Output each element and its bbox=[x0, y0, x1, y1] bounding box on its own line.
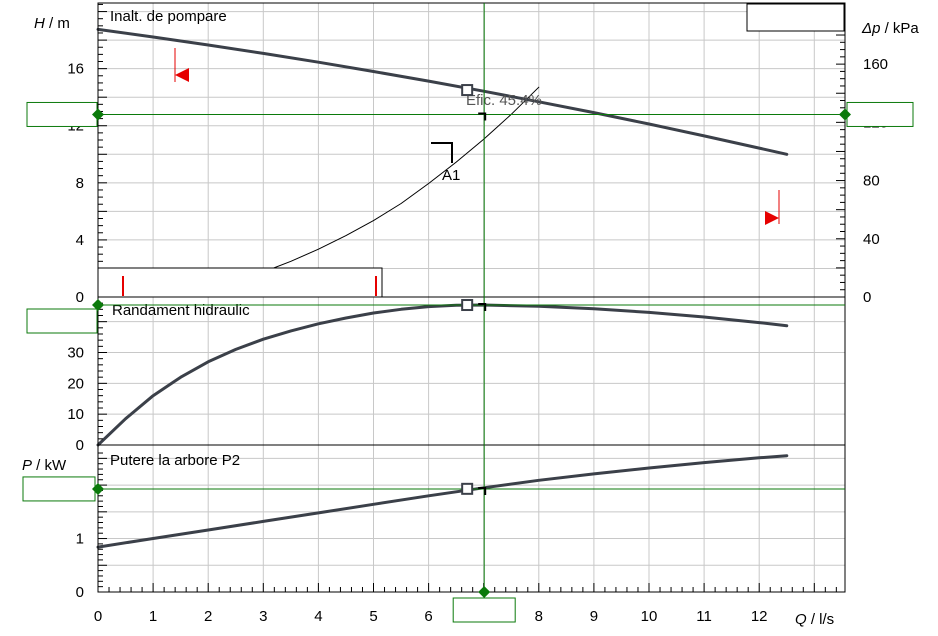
x-tick-label: 11 bbox=[696, 608, 712, 625]
head-tick-label: 4 bbox=[76, 232, 84, 249]
head-box bbox=[26, 101, 98, 127]
pressure-tick-label: 160 bbox=[863, 56, 888, 73]
panel-title-power: Putere la arbore P2 bbox=[110, 452, 240, 469]
head-axis-label: H / m bbox=[34, 15, 70, 32]
efficiency-tick-label: 0 bbox=[76, 437, 84, 454]
range-start-arrow bbox=[175, 68, 189, 82]
x-tick-label: 4 bbox=[314, 608, 322, 625]
overlay bbox=[22, 3, 914, 623]
best-efficiency-square bbox=[461, 482, 474, 495]
head-tick-label: 8 bbox=[76, 175, 84, 192]
operating-point-corner bbox=[478, 112, 487, 121]
x-tick-label: 1 bbox=[149, 608, 157, 625]
x-tick-label: 8 bbox=[535, 608, 543, 625]
flow-diamond bbox=[478, 586, 491, 598]
pump-head-curve bbox=[96, 27, 789, 156]
pressure-tick-label: 0 bbox=[863, 289, 871, 306]
efficiency-label: Efic. 45.4% bbox=[466, 92, 542, 109]
system-curve bbox=[196, 86, 540, 294]
texts: 0123456789101112048121604080120160010203… bbox=[22, 8, 919, 628]
best-efficiency-square bbox=[461, 84, 474, 97]
power-box bbox=[22, 476, 96, 502]
power-axis-label: P / kW bbox=[22, 457, 67, 474]
flow-axis-label: Q / l/s bbox=[795, 611, 834, 628]
pressure-diamond bbox=[839, 108, 851, 121]
a1-corner bbox=[431, 142, 453, 163]
flow-box bbox=[452, 597, 516, 623]
efficiency-curve bbox=[96, 303, 789, 447]
usage-range-box bbox=[97, 267, 383, 298]
efficiency-tick-label: 10 bbox=[67, 406, 84, 423]
best-efficiency-square bbox=[461, 299, 474, 312]
legend-box bbox=[746, 3, 845, 32]
power-curve bbox=[96, 454, 789, 549]
efficiency-tick-label: 30 bbox=[67, 345, 84, 362]
x-tick-label: 10 bbox=[641, 608, 658, 625]
efficiency-diamond bbox=[92, 298, 104, 311]
x-tick-label: 12 bbox=[751, 608, 768, 625]
power-diamond bbox=[92, 482, 104, 495]
pressure-tick-label: 40 bbox=[863, 231, 880, 248]
head-diamond bbox=[92, 108, 104, 121]
pressure-tick-label: 80 bbox=[863, 173, 880, 190]
x-tick-label: 6 bbox=[424, 608, 432, 625]
x-tick-label: 2 bbox=[204, 608, 212, 625]
pressure-axis-label: Δp / kPa bbox=[861, 20, 919, 37]
x-tick-label: 0 bbox=[94, 608, 102, 625]
operating-point-label: A1 bbox=[442, 167, 460, 184]
x-tick-label: 9 bbox=[590, 608, 598, 625]
panel-title-efficiency: Randament hidraulic bbox=[112, 302, 250, 319]
range-end-arrow bbox=[765, 211, 779, 225]
operating-point-corner bbox=[478, 302, 487, 311]
x-tick-label: 5 bbox=[369, 608, 377, 625]
head-tick-label: 16 bbox=[67, 61, 84, 78]
x-tick-label: 3 bbox=[259, 608, 267, 625]
operating-point-corner bbox=[478, 486, 487, 495]
power-tick-label: 1 bbox=[76, 531, 84, 548]
efficiency-tick-label: 20 bbox=[67, 375, 84, 392]
head-tick-label: 0 bbox=[76, 289, 84, 306]
power-tick-label: 0 bbox=[76, 584, 84, 601]
efficiency-box bbox=[26, 308, 98, 334]
panel-title-head: Inalt. de pompare bbox=[110, 8, 227, 25]
pressure-box bbox=[846, 101, 914, 127]
